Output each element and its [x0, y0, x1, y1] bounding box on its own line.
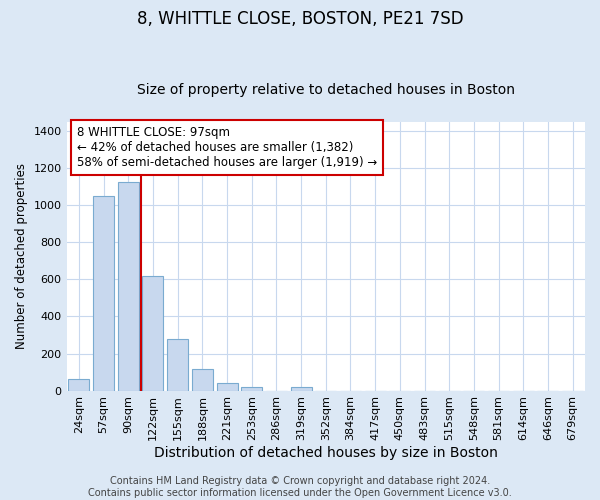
Bar [241, 387, 262, 390]
Bar [68, 378, 89, 390]
X-axis label: Distribution of detached houses by size in Boston: Distribution of detached houses by size … [154, 446, 498, 460]
Text: 8 WHITTLE CLOSE: 97sqm
← 42% of detached houses are smaller (1,382)
58% of semi-: 8 WHITTLE CLOSE: 97sqm ← 42% of detached… [77, 126, 377, 169]
Bar [167, 339, 188, 390]
Text: Contains HM Land Registry data © Crown copyright and database right 2024.
Contai: Contains HM Land Registry data © Crown c… [88, 476, 512, 498]
Bar [142, 276, 163, 390]
Bar [93, 196, 114, 390]
Text: 8, WHITTLE CLOSE, BOSTON, PE21 7SD: 8, WHITTLE CLOSE, BOSTON, PE21 7SD [137, 10, 463, 28]
Bar [217, 383, 238, 390]
Title: Size of property relative to detached houses in Boston: Size of property relative to detached ho… [137, 83, 515, 97]
Bar [290, 387, 311, 390]
Y-axis label: Number of detached properties: Number of detached properties [15, 163, 28, 349]
Bar [118, 182, 139, 390]
Bar [192, 368, 213, 390]
